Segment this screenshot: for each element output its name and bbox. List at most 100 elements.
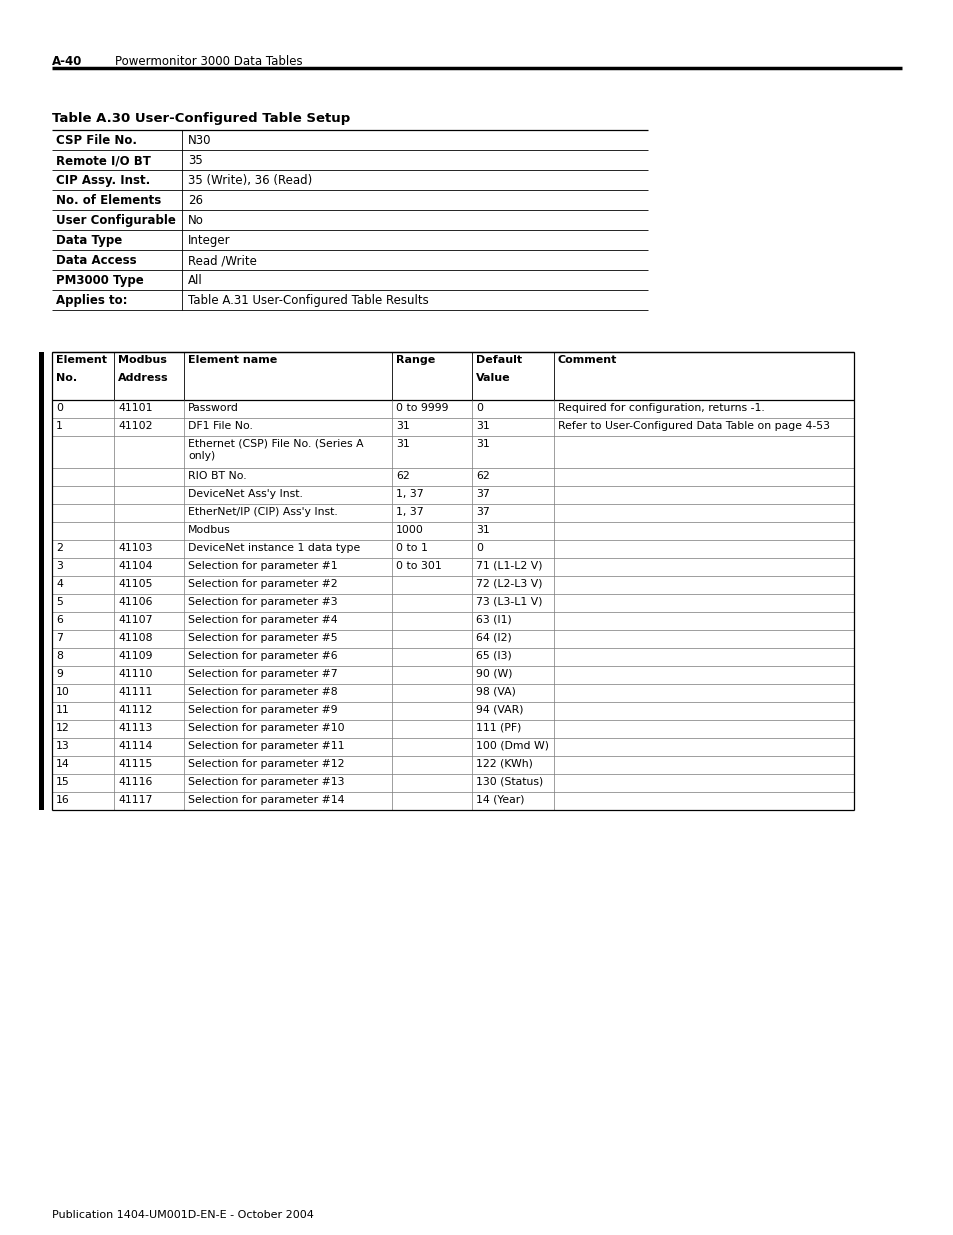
Text: 73 (L3-L1 V): 73 (L3-L1 V) <box>476 597 542 606</box>
Text: DeviceNet instance 1 data type: DeviceNet instance 1 data type <box>188 543 360 553</box>
Text: All: All <box>188 274 203 287</box>
Text: 31: 31 <box>476 421 489 431</box>
Text: 41102: 41102 <box>118 421 152 431</box>
Text: No: No <box>188 214 204 227</box>
Text: 41115: 41115 <box>118 760 152 769</box>
Text: Applies to:: Applies to: <box>56 294 128 308</box>
Text: 15: 15 <box>56 777 70 787</box>
Text: Required for configuration, returns -1.: Required for configuration, returns -1. <box>558 403 764 412</box>
Text: Ethernet (CSP) File No. (Series A
only): Ethernet (CSP) File No. (Series A only) <box>188 438 363 461</box>
Text: Read /Write: Read /Write <box>188 254 256 267</box>
Bar <box>39 558 44 576</box>
Bar <box>39 666 44 684</box>
Text: 41103: 41103 <box>118 543 152 553</box>
Text: Address: Address <box>118 373 169 383</box>
Text: 62: 62 <box>476 471 489 480</box>
Text: 1000: 1000 <box>395 525 423 535</box>
Text: 37: 37 <box>476 489 489 499</box>
Bar <box>39 540 44 558</box>
Text: 11: 11 <box>56 705 70 715</box>
Text: 12: 12 <box>56 722 70 734</box>
Text: 72 (L2-L3 V): 72 (L2-L3 V) <box>476 579 542 589</box>
Text: 41107: 41107 <box>118 615 152 625</box>
Text: 64 (I2): 64 (I2) <box>476 634 511 643</box>
Text: 94 (VAR): 94 (VAR) <box>476 705 523 715</box>
Text: 41117: 41117 <box>118 795 152 805</box>
Text: RIO BT No.: RIO BT No. <box>188 471 247 480</box>
Text: Value: Value <box>476 373 510 383</box>
Text: CIP Assy. Inst.: CIP Assy. Inst. <box>56 174 150 186</box>
Bar <box>39 630 44 648</box>
Text: 41106: 41106 <box>118 597 152 606</box>
Text: 10: 10 <box>56 687 70 697</box>
Text: 41110: 41110 <box>118 669 152 679</box>
Text: 98 (VA): 98 (VA) <box>476 687 516 697</box>
Text: Integer: Integer <box>188 233 231 247</box>
Bar <box>39 352 44 400</box>
Bar <box>39 739 44 756</box>
Text: Data Type: Data Type <box>56 233 122 247</box>
Bar <box>39 576 44 594</box>
Text: Selection for parameter #9: Selection for parameter #9 <box>188 705 337 715</box>
Text: 41109: 41109 <box>118 651 152 661</box>
Text: 9: 9 <box>56 669 63 679</box>
Text: No. of Elements: No. of Elements <box>56 194 161 207</box>
Text: 35: 35 <box>188 154 203 167</box>
Text: Remote I/O BT: Remote I/O BT <box>56 154 151 167</box>
Bar <box>39 756 44 774</box>
Text: 0: 0 <box>476 403 482 412</box>
Text: User Configurable: User Configurable <box>56 214 175 227</box>
Text: 65 (I3): 65 (I3) <box>476 651 511 661</box>
Bar <box>39 701 44 720</box>
Text: Table A.30 User-Configured Table Setup: Table A.30 User-Configured Table Setup <box>52 112 350 125</box>
Text: PM3000 Type: PM3000 Type <box>56 274 144 287</box>
Text: Selection for parameter #5: Selection for parameter #5 <box>188 634 337 643</box>
Text: 3: 3 <box>56 561 63 571</box>
Text: CSP File No.: CSP File No. <box>56 135 137 147</box>
Bar <box>39 648 44 666</box>
Text: DeviceNet Ass'y Inst.: DeviceNet Ass'y Inst. <box>188 489 302 499</box>
Text: 100 (Dmd W): 100 (Dmd W) <box>476 741 548 751</box>
Text: 6: 6 <box>56 615 63 625</box>
Text: Data Access: Data Access <box>56 254 136 267</box>
Text: 41101: 41101 <box>118 403 152 412</box>
Text: Modbus: Modbus <box>118 354 167 366</box>
Text: 0: 0 <box>476 543 482 553</box>
Text: EtherNet/IP (CIP) Ass'y Inst.: EtherNet/IP (CIP) Ass'y Inst. <box>188 508 337 517</box>
Text: Modbus: Modbus <box>188 525 231 535</box>
Text: 31: 31 <box>395 421 410 431</box>
Text: 41104: 41104 <box>118 561 152 571</box>
Text: Element: Element <box>56 354 107 366</box>
Text: Selection for parameter #13: Selection for parameter #13 <box>188 777 344 787</box>
Text: 71 (L1-L2 V): 71 (L1-L2 V) <box>476 561 542 571</box>
Text: 16: 16 <box>56 795 70 805</box>
Bar <box>39 417 44 540</box>
Text: 41108: 41108 <box>118 634 152 643</box>
Text: 7: 7 <box>56 634 63 643</box>
Text: 41114: 41114 <box>118 741 152 751</box>
Text: 1: 1 <box>56 421 63 431</box>
Text: 31: 31 <box>395 438 410 450</box>
Bar <box>39 684 44 701</box>
Bar <box>39 594 44 613</box>
Text: 0 to 1: 0 to 1 <box>395 543 428 553</box>
Text: 41111: 41111 <box>118 687 152 697</box>
Text: 41112: 41112 <box>118 705 152 715</box>
Text: 0 to 9999: 0 to 9999 <box>395 403 448 412</box>
Text: Publication 1404-UM001D-EN-E - October 2004: Publication 1404-UM001D-EN-E - October 2… <box>52 1210 314 1220</box>
Text: Selection for parameter #12: Selection for parameter #12 <box>188 760 344 769</box>
Text: 63 (I1): 63 (I1) <box>476 615 511 625</box>
Text: 37: 37 <box>476 508 489 517</box>
Text: Selection for parameter #8: Selection for parameter #8 <box>188 687 337 697</box>
Text: 14 (Year): 14 (Year) <box>476 795 524 805</box>
Text: Selection for parameter #1: Selection for parameter #1 <box>188 561 337 571</box>
Text: Default: Default <box>476 354 521 366</box>
Text: Selection for parameter #10: Selection for parameter #10 <box>188 722 344 734</box>
Text: 0: 0 <box>56 403 63 412</box>
Text: 111 (PF): 111 (PF) <box>476 722 521 734</box>
Text: 31: 31 <box>476 438 489 450</box>
Text: Selection for parameter #11: Selection for parameter #11 <box>188 741 344 751</box>
Text: Element name: Element name <box>188 354 277 366</box>
Text: DF1 File No.: DF1 File No. <box>188 421 253 431</box>
Text: 2: 2 <box>56 543 63 553</box>
